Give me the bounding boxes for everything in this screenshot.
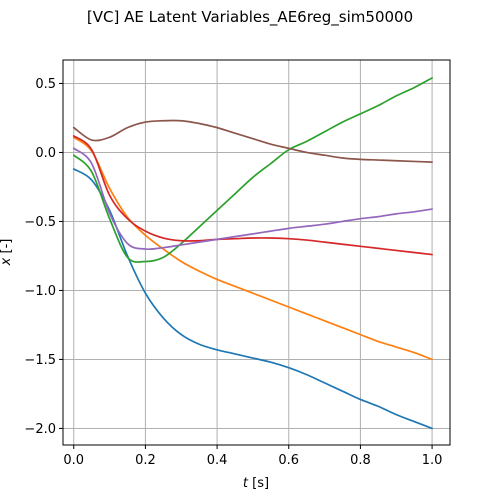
y-tick-label: 0.0 [35,146,56,161]
y-tick-label: 0.5 [35,77,56,92]
series-line-5 [72,147,433,251]
x-tick-label: 1.0 [422,453,443,468]
y-axis-label: x [-] [0,239,14,267]
x-tick-label: 0.8 [350,453,371,468]
y-tick-label: −0.5 [24,215,56,230]
series-line-3 [72,77,433,263]
chart-title: [VC] AE Latent Variables_AE6reg_sim50000 [87,8,413,27]
series-line-6 [72,119,433,163]
x-tick-label: 0.4 [207,453,228,468]
y-tick-label: −2.0 [24,422,56,437]
series-line-4 [72,135,433,256]
x-axis-label-symbol: t [243,476,249,491]
y-tick-label: −1.0 [24,284,56,299]
x-tick-label: 0.2 [135,453,156,468]
axis-ticks: 0.0 0.2 0.4 0.6 0.8 1.0 0.5 0.0 −0.5 −1.0 −1.5 −2.0 [24,77,442,468]
grid-lines [63,60,450,445]
plot-frame [62,59,451,446]
y-axis-label-unit: [-] [0,239,14,258]
x-tick-label: 0.6 [278,453,299,468]
x-tick-label: 0.0 [63,453,84,468]
series-line-1 [72,168,433,430]
x-axis-label-unit: [s] [248,476,269,491]
series-lines [72,77,433,430]
x-axis-label: t [s] [243,476,269,491]
y-axis-label-symbol: x [0,257,14,266]
y-tick-label: −1.5 [24,353,56,368]
